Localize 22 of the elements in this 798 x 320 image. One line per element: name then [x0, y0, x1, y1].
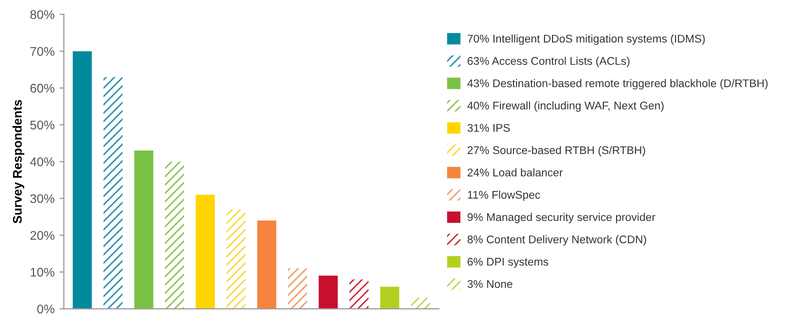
y-tick-label: 50% [30, 120, 54, 130]
y-tick-label: 0% [37, 304, 54, 314]
legend-label: 8% Content Delivery Network (CDN) [468, 235, 646, 246]
legend-label: 27% Source-based RTBH (S/RTBH) [468, 146, 646, 156]
y-tick-label: 60% [30, 84, 54, 93]
legend-label: 9% Managed security service provider [468, 212, 656, 224]
legend-label: 31% IPS [468, 124, 510, 132]
legend-label: 70% Intelligent DDoS mitigation systems (IDMS) [468, 34, 705, 45]
legend-label: 11% FlowSpec [468, 190, 540, 201]
legend-label: 6% DPI systems [468, 258, 548, 268]
legend-label: 63% Access Control Lists (ACLs) [468, 56, 630, 68]
y-axis-title: Survey Respondents [12, 100, 24, 224]
y-tick-label: 30% [30, 194, 54, 204]
y-tick-label: 80% [30, 10, 54, 20]
y-tick-label: 10% [30, 268, 54, 277]
legend-label: 24% Load balancer [468, 168, 563, 176]
y-tick-label: 70% [30, 47, 54, 56]
y-tick-label: 40% [30, 157, 54, 166]
legend-label: 40% Firewall (including WAF, Next Gen) [467, 101, 664, 112]
y-tick-label: 20% [30, 231, 54, 240]
legend-label: 43% Destination-based remote triggered blackhole (D/RTBH) [467, 79, 768, 90]
legend-label: 3% None [468, 280, 512, 288]
